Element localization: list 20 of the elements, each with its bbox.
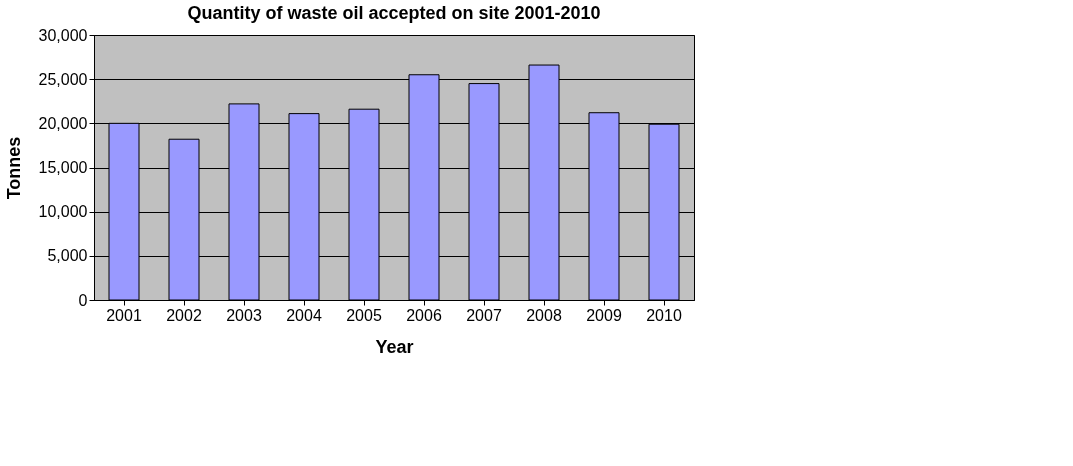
y-tick-label: 5,000 — [47, 247, 88, 265]
x-tick-label: 2001 — [106, 306, 142, 324]
x-tick-label: 2003 — [226, 306, 262, 324]
y-tick-label: 20,000 — [38, 114, 88, 132]
y-tick-label: 25,000 — [38, 70, 88, 88]
x-tick-label: 2008 — [526, 306, 562, 324]
x-tick-label: 2006 — [406, 306, 442, 324]
x-tick-label: 2005 — [346, 306, 382, 324]
y-tick-label: 15,000 — [38, 159, 88, 176]
x-axis-title: Year — [375, 336, 414, 357]
x-tick-label: 2004 — [286, 306, 322, 324]
x-tick-label: 2002 — [166, 306, 202, 324]
x-tick-label: 2009 — [586, 306, 622, 324]
x-tick-label: 2010 — [646, 306, 682, 324]
y-tick-label: 0 — [78, 291, 88, 309]
y-tick-label: 30,000 — [38, 26, 88, 44]
x-tick-label: 2007 — [466, 306, 502, 324]
y-tick-label: 10,000 — [38, 203, 88, 221]
chart-title: Quantity of waste oil accepted on site 2001-2010 — [187, 3, 601, 23]
y-axis-title: Tonnes — [3, 136, 24, 200]
